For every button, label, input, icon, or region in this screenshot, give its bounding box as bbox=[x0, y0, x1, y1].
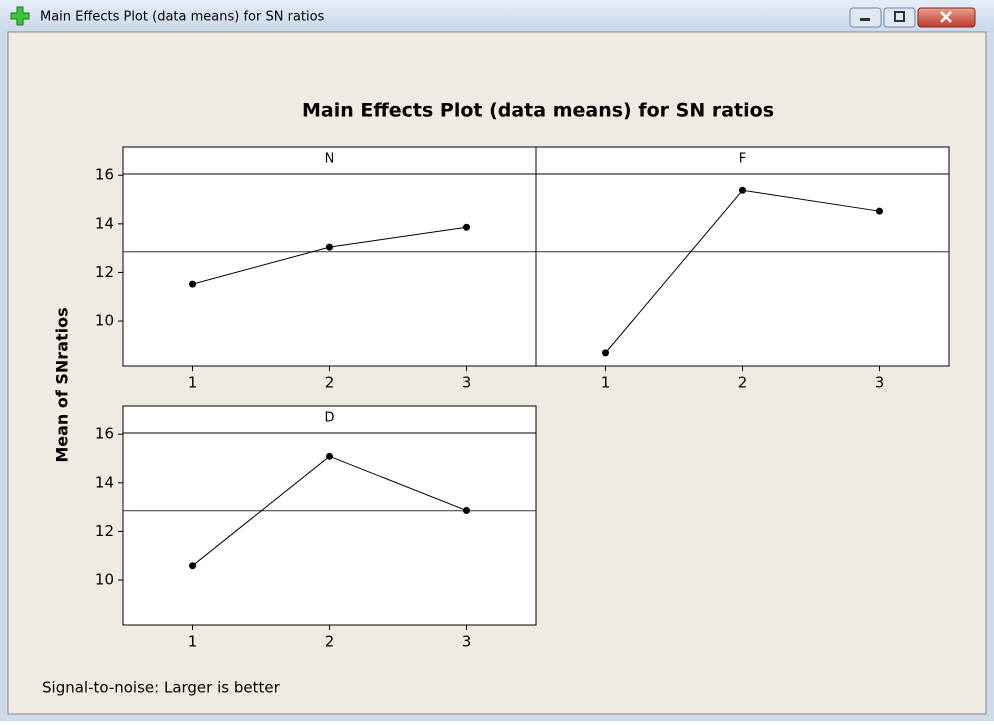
x-tick-label: 2 bbox=[738, 374, 748, 392]
data-point bbox=[326, 243, 333, 251]
data-point bbox=[189, 280, 196, 288]
maximize-icon bbox=[894, 11, 905, 22]
y-tick-label: 14 bbox=[95, 473, 114, 491]
panel-label: D bbox=[324, 411, 334, 426]
data-point bbox=[602, 349, 609, 357]
y-tick-label: 12 bbox=[95, 522, 114, 540]
x-tick-label: 1 bbox=[188, 633, 198, 651]
y-tick-label: 10 bbox=[95, 571, 114, 589]
plot-area bbox=[122, 146, 537, 367]
x-tick-label: 1 bbox=[601, 374, 611, 392]
plot-area bbox=[535, 146, 950, 367]
y-tick-label: 16 bbox=[95, 166, 114, 184]
plot-area bbox=[122, 405, 537, 626]
x-tick-label: 2 bbox=[325, 633, 335, 651]
y-tick-label: 16 bbox=[95, 425, 114, 443]
panel-label: F bbox=[739, 152, 746, 167]
y-tick-label: 12 bbox=[95, 263, 114, 281]
panel-label: N bbox=[325, 152, 335, 167]
chart-title: Main Effects Plot (data means) for SN ra… bbox=[302, 100, 774, 122]
footnote: Signal-to-noise: Larger is better bbox=[42, 679, 281, 697]
window-title: Main Effects Plot (data means) for SN ra… bbox=[40, 10, 325, 25]
close-icon bbox=[940, 11, 952, 23]
maximize-button[interactable] bbox=[883, 7, 916, 28]
title-bar bbox=[0, 0, 994, 32]
minimize-button[interactable] bbox=[849, 7, 882, 28]
y-axis-label: Mean of SNratios bbox=[53, 307, 72, 462]
x-tick-label: 1 bbox=[188, 374, 198, 392]
x-tick-label: 3 bbox=[875, 374, 885, 392]
data-point bbox=[463, 223, 470, 231]
data-point bbox=[189, 562, 196, 570]
data-point bbox=[739, 186, 746, 194]
x-tick-label: 3 bbox=[462, 633, 472, 651]
app-icon bbox=[10, 6, 30, 26]
y-tick-label: 14 bbox=[95, 214, 114, 232]
data-point bbox=[326, 452, 333, 460]
minimize-icon bbox=[860, 18, 870, 21]
x-tick-label: 2 bbox=[325, 374, 335, 392]
x-tick-label: 3 bbox=[462, 374, 472, 392]
data-point bbox=[463, 507, 470, 515]
y-tick-label: 10 bbox=[95, 312, 114, 330]
data-point bbox=[876, 207, 883, 215]
